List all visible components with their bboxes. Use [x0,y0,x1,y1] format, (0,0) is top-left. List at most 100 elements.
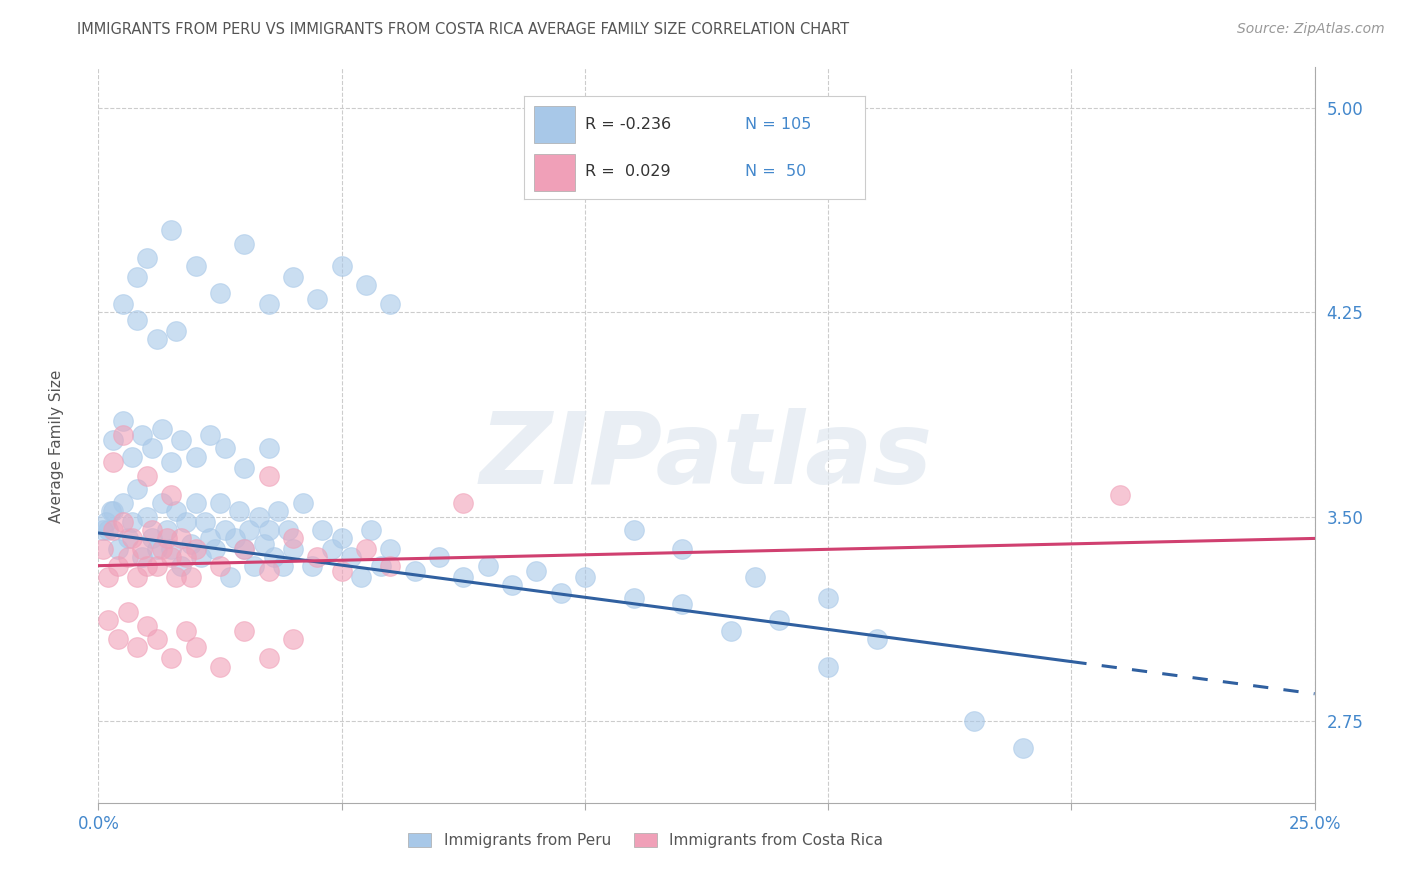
Point [101,434,124,448]
Point [866,632,889,647]
Text: Source: ZipAtlas.com: Source: ZipAtlas.com [1237,22,1385,37]
Point [170,532,193,546]
Point [127,640,149,655]
Point [453,569,475,583]
Point [524,564,547,578]
Point [330,259,353,273]
Point [963,714,986,728]
Point [281,269,304,284]
Point [184,542,207,557]
Point [277,523,299,537]
Point [574,569,596,583]
Point [257,564,280,578]
Point [350,569,373,583]
Point [200,428,222,442]
Point [623,591,645,606]
Point [257,651,280,665]
Point [91,542,114,557]
Point [228,504,250,518]
Point [165,504,187,518]
Point [194,515,217,529]
Point [174,550,197,565]
Point [233,542,256,557]
Point [209,558,232,573]
Point [97,523,120,537]
Point [354,542,377,557]
Text: IMMIGRANTS FROM PERU VS IMMIGRANTS FROM COSTA RICA AVERAGE FAMILY SIZE CORRELATI: IMMIGRANTS FROM PERU VS IMMIGRANTS FROM … [77,22,849,37]
Point [174,515,197,529]
Point [146,558,169,573]
Point [180,569,202,583]
Point [127,569,149,583]
Point [146,632,169,647]
Point [257,523,280,537]
Point [671,597,693,611]
Point [233,542,256,557]
Point [311,523,333,537]
Point [117,550,139,565]
Point [267,504,290,518]
Point [307,292,329,306]
Point [146,542,169,557]
Point [107,632,129,647]
Point [127,269,149,284]
Point [170,434,193,448]
Point [91,523,114,537]
Point [165,569,187,583]
Point [111,428,134,442]
Text: Average Family Size: Average Family Size [49,369,63,523]
Point [131,428,153,442]
Point [141,442,163,456]
Point [141,523,163,537]
Point [214,442,236,456]
Point [184,259,207,273]
Point [111,515,134,529]
Point [307,550,329,565]
Point [127,313,149,327]
Point [121,450,143,464]
Point [136,618,159,632]
Point [184,450,207,464]
Point [131,542,153,557]
Point [141,532,163,546]
Point [111,496,134,510]
Point [136,468,159,483]
Point [184,496,207,510]
Legend: Immigrants from Peru, Immigrants from Costa Rica: Immigrants from Peru, Immigrants from Co… [402,827,889,854]
Point [97,569,120,583]
Point [257,468,280,483]
Point [127,483,149,497]
Point [121,532,143,546]
Point [243,558,266,573]
Point [101,523,124,537]
Point [204,542,226,557]
Point [160,455,183,469]
Point [136,509,159,524]
Point [131,550,153,565]
Point [180,537,202,551]
Point [360,523,382,537]
Point [121,515,143,529]
Point [100,504,122,518]
Point [720,624,742,639]
Point [224,532,246,546]
Point [160,550,183,565]
Point [209,286,232,301]
Point [170,558,193,573]
Point [107,542,129,557]
Point [101,455,124,469]
Point [146,333,169,347]
Point [257,297,280,311]
Point [370,558,392,573]
Point [550,586,572,600]
Point [281,632,304,647]
Text: ZIPatlas: ZIPatlas [479,409,934,506]
Point [94,515,117,529]
Point [380,297,402,311]
Point [160,223,183,237]
Point [330,564,353,578]
Point [214,523,236,537]
Point [111,414,134,428]
Point [427,550,450,565]
Point [233,237,256,252]
